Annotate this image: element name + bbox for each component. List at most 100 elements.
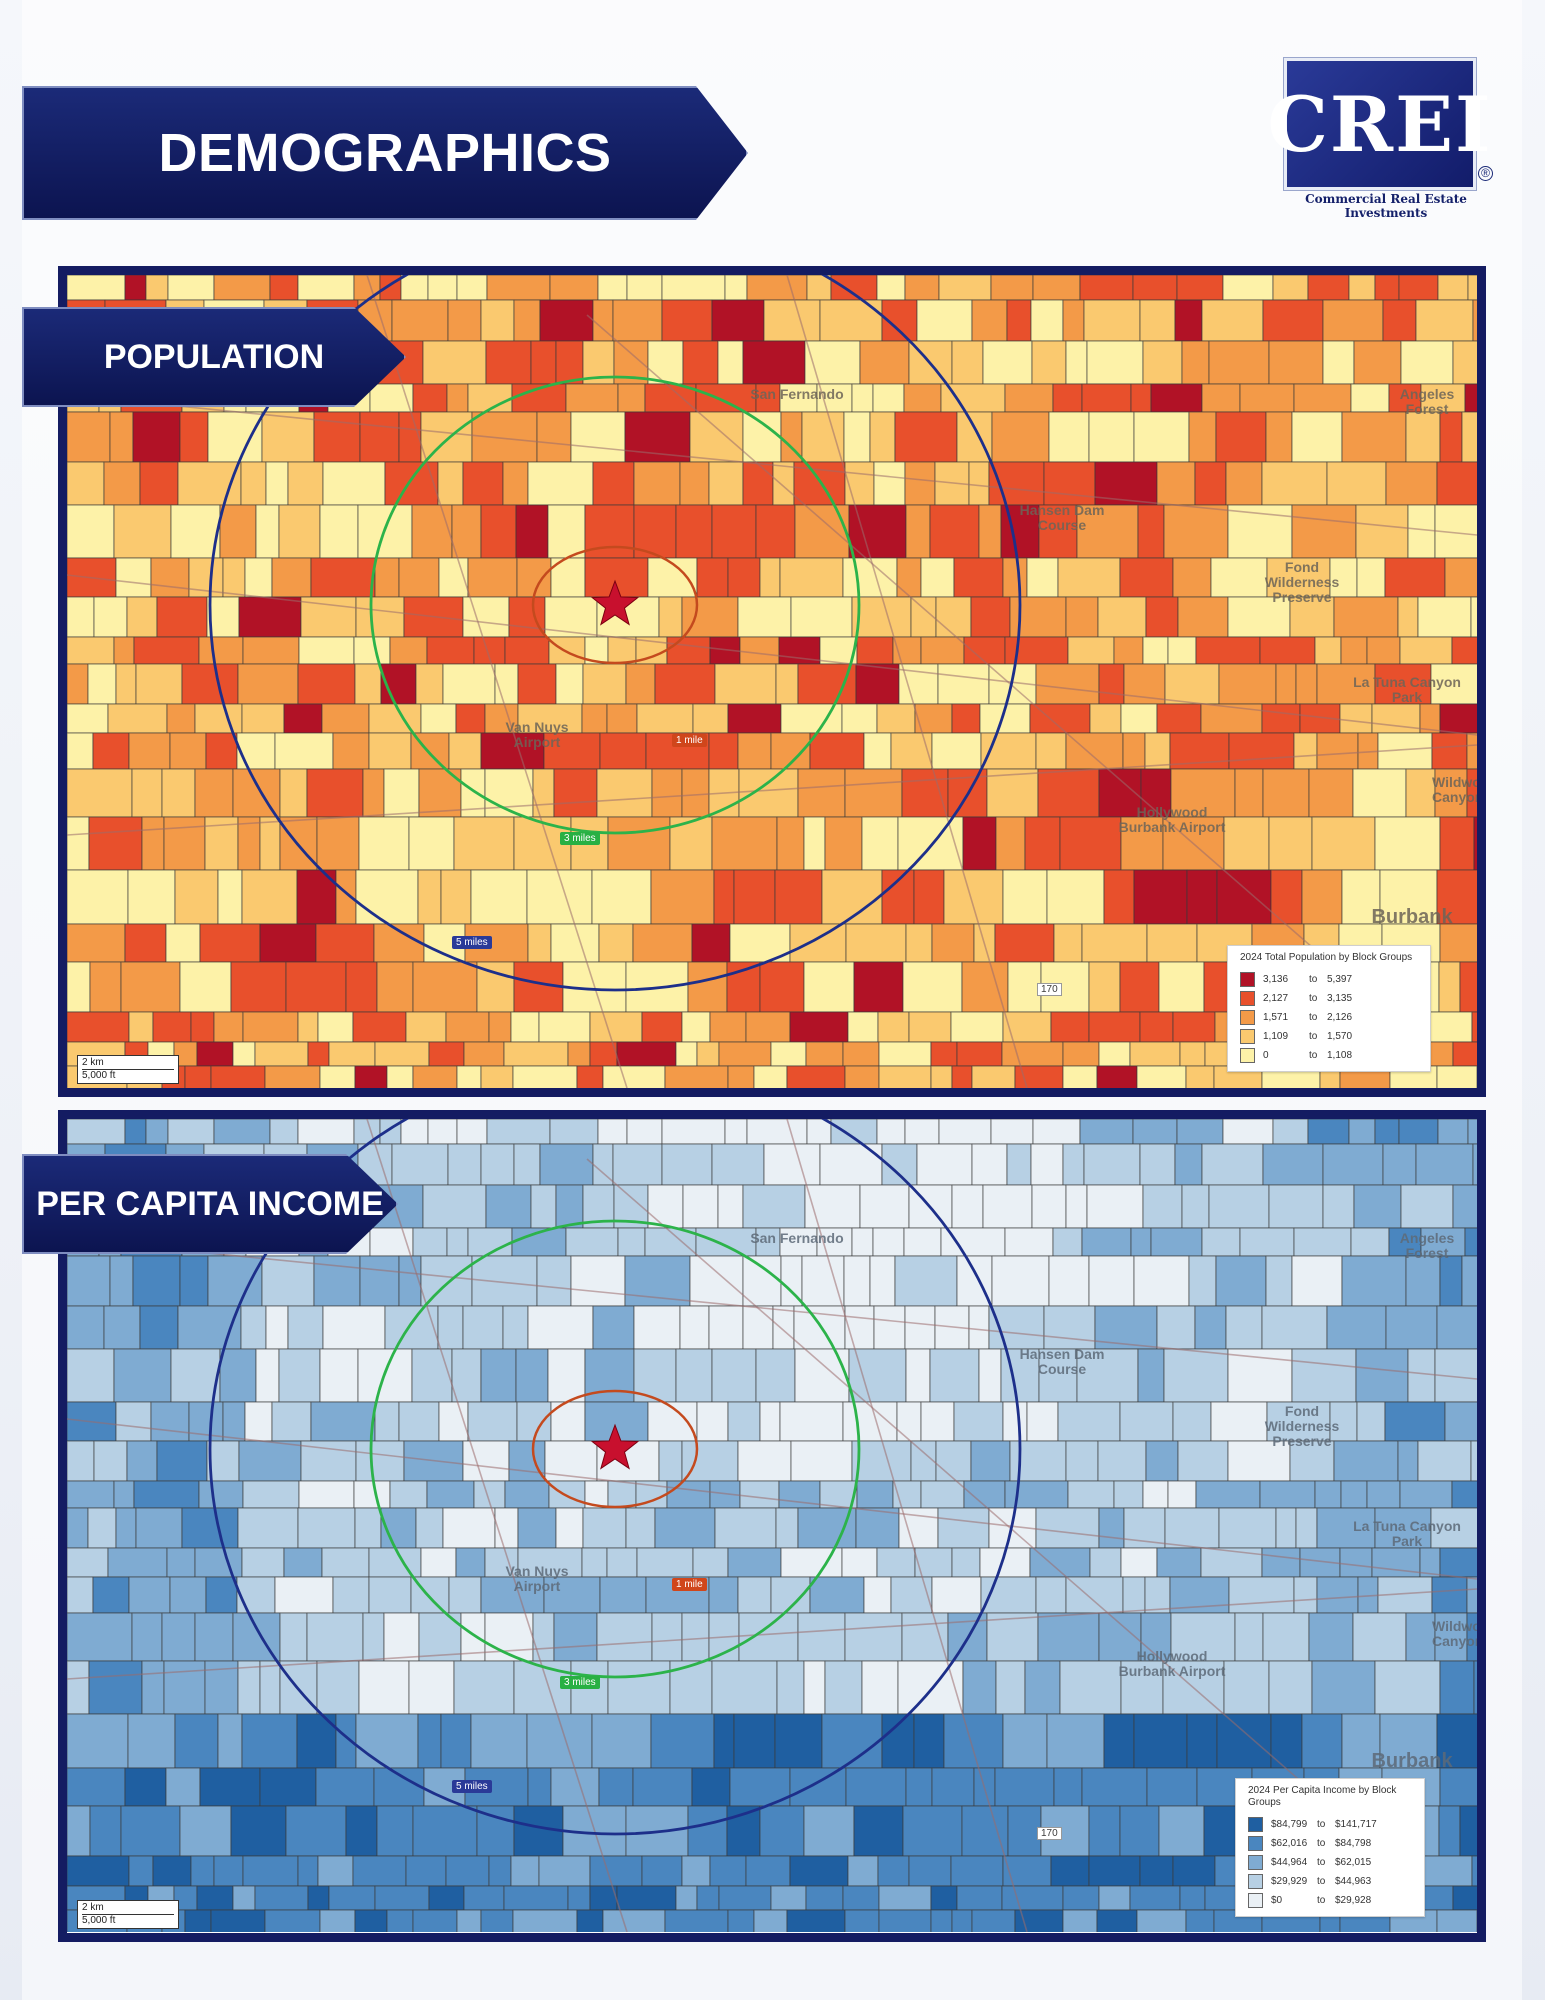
block-group (536, 411, 572, 463)
block-group (417, 869, 442, 925)
block-group (517, 1507, 557, 1549)
block-group (1167, 1480, 1197, 1509)
block-group (103, 1305, 141, 1350)
block-group (238, 1440, 302, 1482)
road-line (67, 1588, 1477, 1680)
block-group (935, 596, 972, 638)
block-group (651, 768, 683, 818)
block-group (718, 1885, 772, 1911)
block-group (132, 1255, 181, 1307)
block-group (1103, 1713, 1135, 1769)
block-group (847, 1011, 879, 1043)
block-group (711, 504, 757, 559)
place-hansen-dam: Hansen Dam Course (1019, 502, 1105, 533)
block-group (842, 1885, 880, 1911)
block-group (1137, 1348, 1165, 1403)
block-group (772, 1305, 795, 1350)
income-label: PER CAPITA INCOME (22, 1154, 398, 1254)
block-group (1355, 504, 1409, 559)
block-group (746, 1119, 808, 1145)
registered-mark: ® (1478, 166, 1493, 181)
block-group (592, 1305, 635, 1350)
block-group (1295, 1507, 1318, 1549)
block-group (708, 461, 744, 506)
block-group (1088, 411, 1135, 463)
block-group (244, 1401, 273, 1442)
legend-from: $62,016 (1271, 1838, 1308, 1849)
block-group (422, 1184, 487, 1229)
block-group (1329, 557, 1358, 598)
ring-3-miles (369, 375, 861, 835)
logo-box: CREI (1267, 58, 1491, 190)
block-group (1339, 703, 1373, 734)
block-group (753, 1909, 788, 1932)
block-group (903, 383, 942, 413)
block-group (355, 1713, 419, 1769)
block-group (1094, 461, 1158, 506)
block-group (278, 1348, 321, 1403)
block-group (876, 1547, 916, 1578)
block-group (265, 461, 289, 506)
block-group (1081, 383, 1132, 413)
legend-from: 0 (1263, 1050, 1269, 1061)
block-group (285, 961, 347, 1013)
block-group (543, 732, 601, 770)
block-group (480, 1143, 515, 1186)
block-group (794, 1348, 850, 1403)
block-group (982, 1184, 1033, 1229)
block-group (532, 1612, 555, 1662)
block-group (132, 411, 181, 463)
place-burbank: Burbank (1371, 1750, 1453, 1772)
block-group (797, 663, 857, 705)
legend-to-word: to (1317, 1857, 1326, 1868)
block-group (890, 1576, 933, 1614)
block-group (1026, 1401, 1059, 1442)
block-group (297, 1855, 319, 1887)
block-group (265, 1305, 289, 1350)
block-group (625, 1507, 656, 1549)
block-group (1083, 1143, 1141, 1186)
population-map[interactable]: San Fernando Angeles Forest Hansen Dam C… (58, 266, 1486, 1097)
block-group (1293, 1576, 1318, 1614)
block-group (1067, 1480, 1115, 1509)
scale-ft: 5,000 ft (82, 1069, 174, 1082)
block-group (307, 1885, 330, 1911)
block-group (368, 1576, 412, 1614)
block-group (480, 1065, 514, 1088)
block-group (878, 1885, 932, 1911)
block-group (675, 504, 713, 559)
block-group (285, 1805, 347, 1857)
block-group (353, 636, 391, 665)
block-group (174, 1713, 219, 1769)
block-group (109, 1255, 134, 1307)
block-group (455, 1547, 486, 1578)
block-group (717, 340, 744, 385)
income-map[interactable]: San Fernando Angeles Forest Hansen Dam C… (58, 1110, 1486, 1942)
block-group (1006, 1143, 1032, 1186)
legend-swatch (1248, 1893, 1263, 1908)
block-group (420, 1547, 457, 1578)
block-group (67, 504, 115, 559)
block-group (376, 1805, 414, 1857)
block-group (1438, 961, 1461, 1013)
block-group (1079, 1119, 1134, 1145)
block-group (1164, 1507, 1220, 1549)
block-group (150, 557, 190, 598)
block-group (1132, 275, 1178, 301)
block-group (943, 869, 1004, 925)
block-group (169, 732, 207, 770)
block-group (779, 383, 818, 413)
block-group (881, 869, 915, 925)
block-group (632, 923, 693, 963)
block-group (278, 504, 321, 559)
block-group (733, 869, 776, 925)
block-group (1119, 1805, 1160, 1857)
block-group (681, 1612, 710, 1662)
block-group (1037, 768, 1100, 818)
block-group (398, 411, 422, 463)
block-group (717, 1184, 744, 1229)
block-group (512, 1065, 578, 1088)
block-group (1194, 1305, 1227, 1350)
block-group (633, 461, 681, 506)
block-group (877, 1011, 910, 1043)
